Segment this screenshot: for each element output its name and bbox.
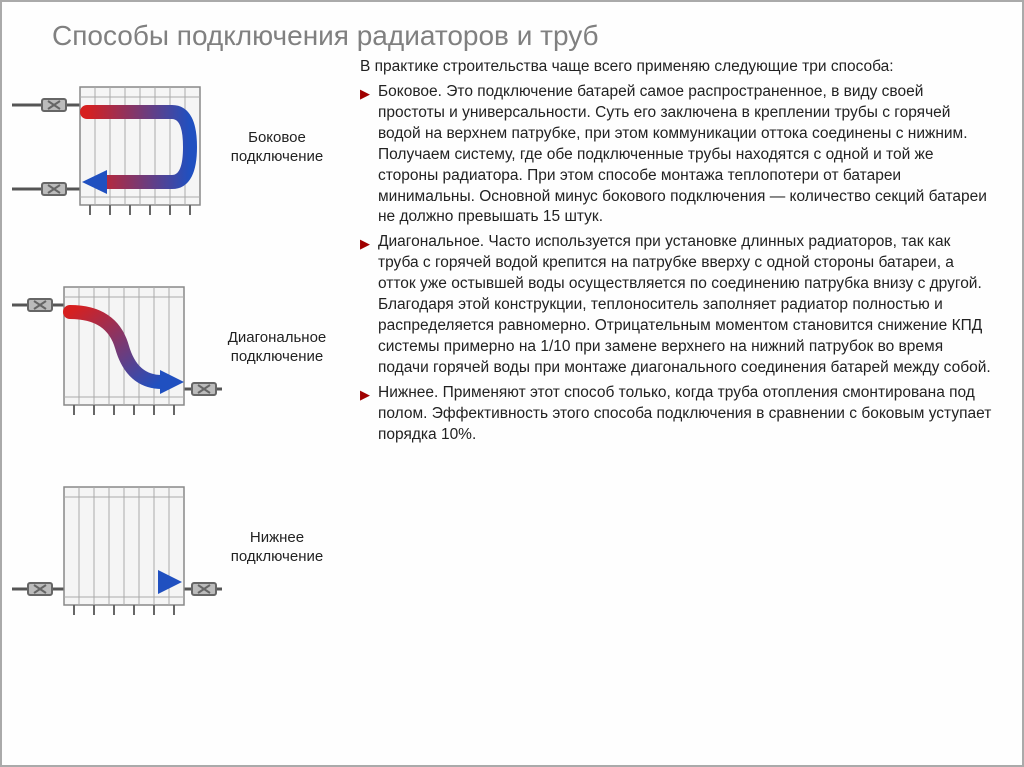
text-column: В практике строительства чаще всего прим… (342, 57, 992, 657)
bullet-text-0: Боковое. Это подключение батарей самое р… (378, 82, 992, 228)
diagram-bottom-label: Нижнее подключение (222, 528, 332, 567)
page-title: Способы подключения радиаторов и труб (2, 2, 1022, 52)
bullet-item-0: ▶ Боковое. Это подключение батарей самое… (342, 82, 992, 228)
intro-text: В практике строительства чаще всего прим… (342, 57, 992, 78)
diagram-side-block: Боковое подключение (12, 57, 342, 237)
diagram-side-label: Боковое подключение (222, 128, 332, 167)
diagrams-column: Боковое подключение (12, 57, 342, 657)
bullet-item-1: ▶ Диагональное. Часто используется при у… (342, 232, 992, 378)
bullet-icon: ▶ (360, 85, 370, 228)
diagram-diagonal-label: Диагональное подключение (222, 328, 332, 367)
bullet-item-2: ▶ Нижнее. Применяют этот способ только, … (342, 383, 992, 446)
bullet-text-1: Диагональное. Часто используется при уст… (378, 232, 992, 378)
diagram-bottom (12, 457, 222, 637)
diagram-diagonal-block: Диагональное подключение (12, 257, 342, 437)
bullet-text-2: Нижнее. Применяют этот способ только, ко… (378, 383, 992, 446)
diagram-diagonal (12, 257, 222, 437)
bullet-icon: ▶ (360, 235, 370, 378)
diagram-bottom-block: Нижнее подключение (12, 457, 342, 637)
content-wrapper: Боковое подключение (2, 52, 1022, 657)
bullet-icon: ▶ (360, 386, 370, 446)
diagram-side (12, 57, 222, 237)
